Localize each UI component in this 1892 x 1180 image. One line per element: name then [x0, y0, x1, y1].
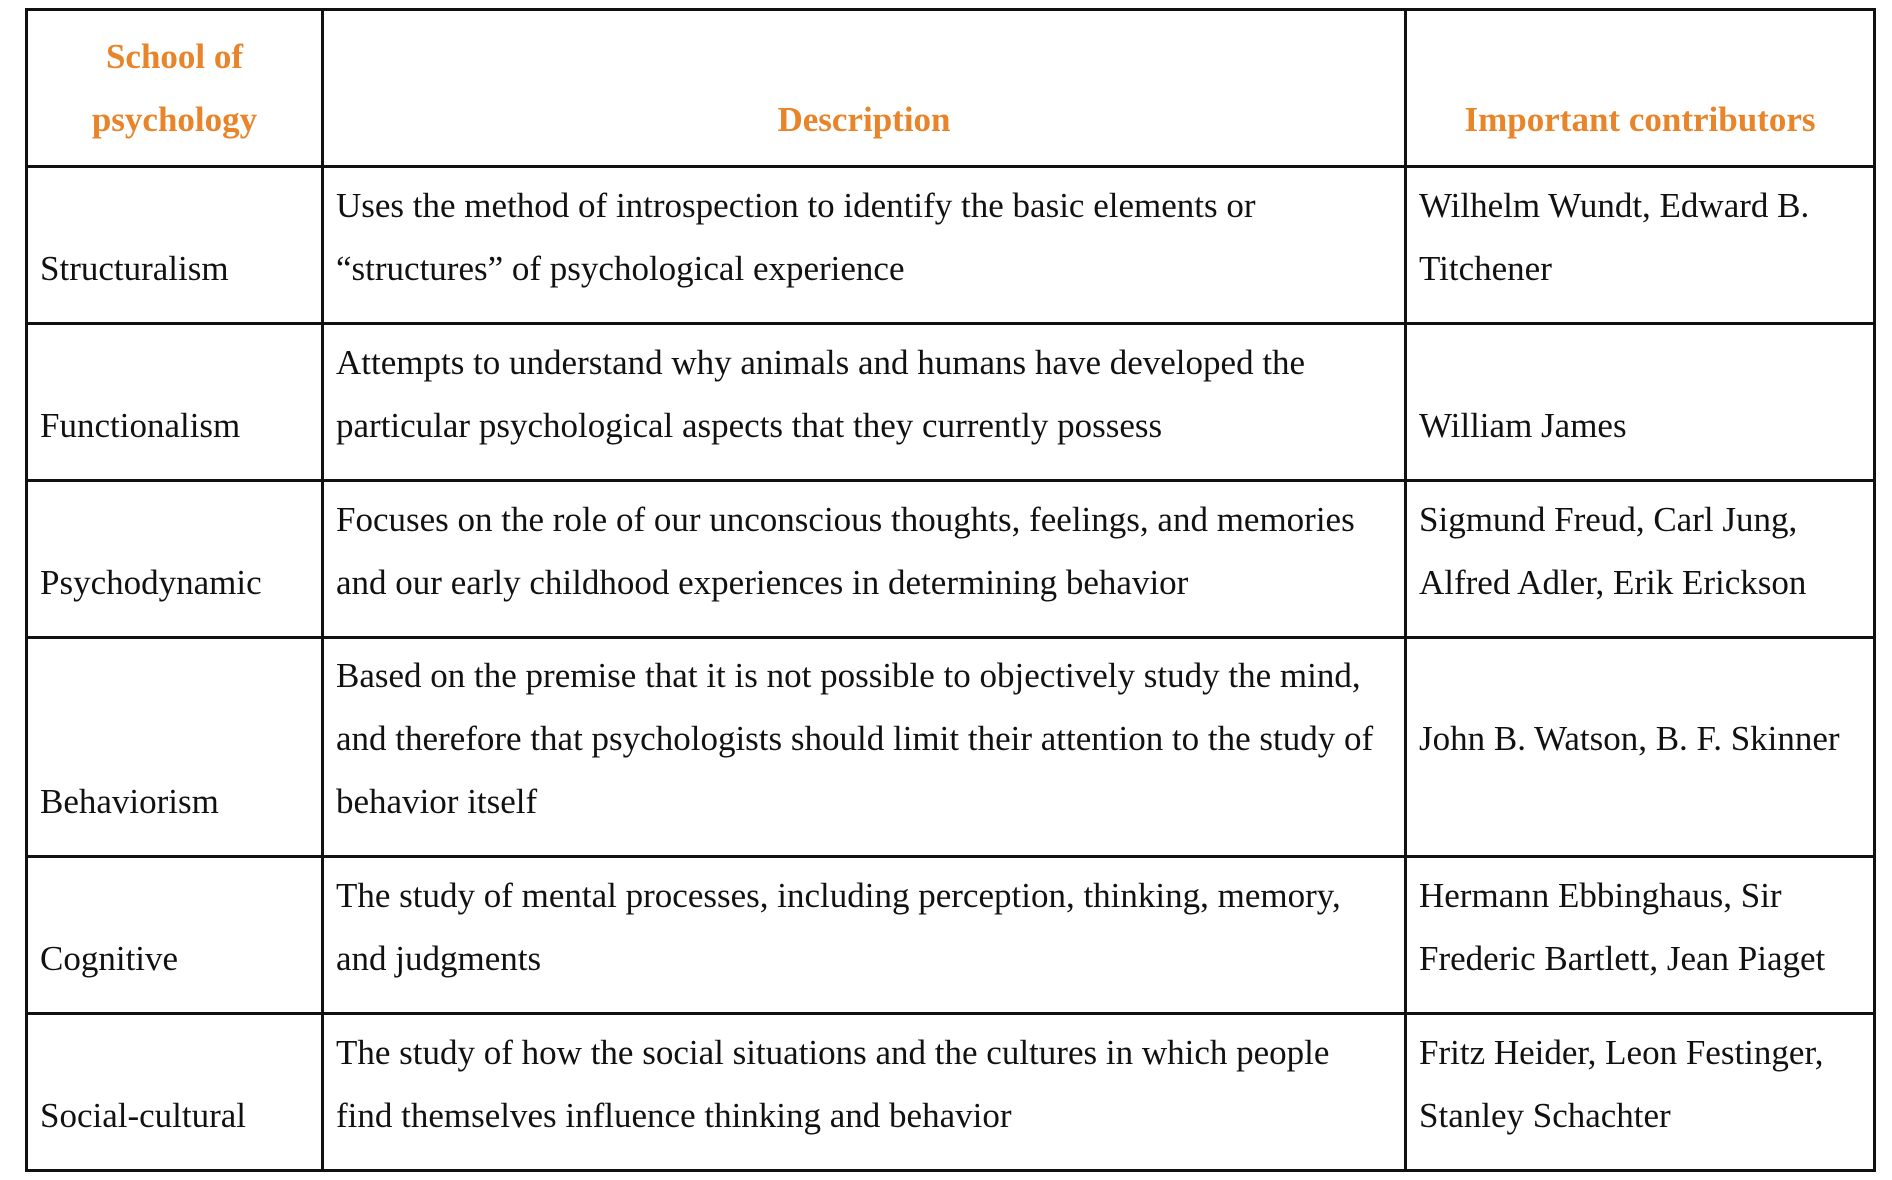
description-cell: The study of mental processes, including… [321, 855, 1407, 1015]
school-cell: Psychodynamic [25, 479, 324, 639]
school-cell: Cognitive [25, 855, 324, 1015]
table-row: Behaviorism Based on the premise that it… [25, 636, 1876, 858]
table-row: Structuralism Uses the method of introsp… [25, 165, 1876, 325]
school-cell: Social-cultural [25, 1012, 324, 1172]
contributors-cell: Sigmund Freud, Carl Jung, Alfred Adler, … [1404, 479, 1876, 639]
header-school: School of psychology [25, 8, 324, 168]
header-contributors: Important contributors [1404, 8, 1876, 168]
header-description: Description [321, 8, 1407, 168]
school-cell: Structuralism [25, 165, 324, 325]
school-cell: Functionalism [25, 322, 324, 482]
table-header-row: School of psychology Description Importa… [25, 8, 1876, 168]
description-cell: Based on the premise that it is not poss… [321, 636, 1407, 858]
contributors-cell: John B. Watson, B. F. Skinner [1404, 636, 1876, 858]
contributors-cell: Hermann Ebbinghaus, Sir Frederic Bartlet… [1404, 855, 1876, 1015]
table-row: Functionalism Attempts to understand why… [25, 322, 1876, 482]
table-row: Psychodynamic Focuses on the role of our… [25, 479, 1876, 639]
description-cell: The study of how the social situations a… [321, 1012, 1407, 1172]
description-cell: Uses the method of introspection to iden… [321, 165, 1407, 325]
contributors-cell: Wilhelm Wundt, Edward B. Titchener [1404, 165, 1876, 325]
description-cell: Focuses on the role of our unconscious t… [321, 479, 1407, 639]
school-cell: Behaviorism [25, 636, 324, 858]
contributors-cell: Fritz Heider, Leon Festinger, Stanley Sc… [1404, 1012, 1876, 1172]
table-row: Social-cultural The study of how the soc… [25, 1012, 1876, 1172]
description-cell: Attempts to understand why animals and h… [321, 322, 1407, 482]
schools-of-psychology-table: School of psychology Description Importa… [25, 8, 1876, 1172]
table-row: Cognitive The study of mental processes,… [25, 855, 1876, 1015]
contributors-cell: William James [1404, 322, 1876, 482]
